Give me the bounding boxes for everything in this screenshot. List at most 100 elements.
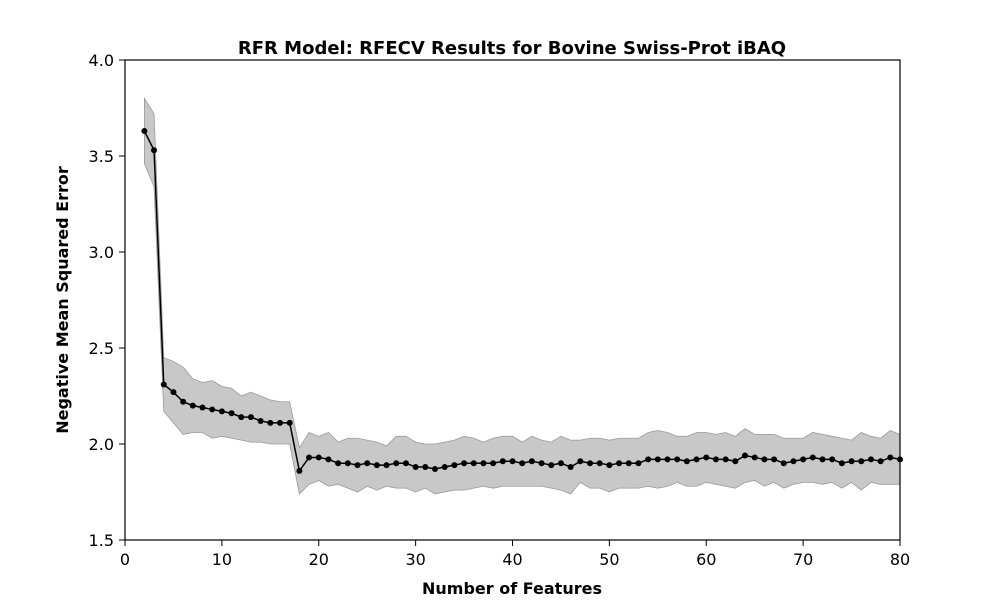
data-point bbox=[402, 460, 409, 467]
data-point bbox=[412, 464, 419, 471]
data-point bbox=[606, 462, 613, 469]
data-point bbox=[712, 456, 719, 463]
data-point bbox=[199, 404, 206, 411]
data-point bbox=[577, 458, 584, 465]
data-point bbox=[519, 460, 526, 467]
data-point bbox=[383, 462, 390, 469]
x-tick-label: 30 bbox=[405, 550, 425, 569]
data-point bbox=[218, 408, 225, 415]
data-point bbox=[732, 458, 739, 465]
data-point bbox=[257, 417, 264, 424]
data-point bbox=[451, 462, 458, 469]
series-line bbox=[143, 130, 901, 473]
data-point bbox=[286, 419, 293, 426]
axes: 0 10 20 30 40 50 60 70 80 1.5 2.0 2.5 3.0 3.5 4.0 bbox=[89, 51, 911, 569]
data-point bbox=[393, 460, 400, 467]
data-point bbox=[160, 381, 167, 388]
data-point bbox=[664, 456, 671, 463]
data-point bbox=[306, 454, 313, 461]
data-point bbox=[790, 458, 797, 465]
data-point bbox=[315, 454, 322, 461]
y-tick-label: 1.5 bbox=[89, 531, 114, 550]
data-point bbox=[364, 460, 371, 467]
data-point bbox=[267, 419, 274, 426]
data-point bbox=[587, 460, 593, 467]
data-point bbox=[887, 454, 894, 461]
data-point bbox=[441, 464, 448, 471]
data-point bbox=[829, 456, 836, 463]
data-point bbox=[703, 454, 710, 461]
data-point bbox=[635, 460, 642, 467]
data-point bbox=[548, 462, 555, 469]
data-point bbox=[867, 456, 874, 463]
error-band bbox=[143, 97, 901, 495]
data-point bbox=[151, 147, 158, 154]
data-point bbox=[780, 460, 787, 467]
data-point bbox=[432, 465, 438, 472]
data-point bbox=[470, 460, 477, 467]
plot-area bbox=[141, 97, 903, 495]
data-point bbox=[509, 458, 516, 465]
data-point bbox=[877, 458, 884, 465]
x-tick-label: 80 bbox=[890, 550, 910, 569]
data-point bbox=[625, 460, 632, 467]
data-point bbox=[567, 464, 574, 471]
x-tick-label: 50 bbox=[599, 550, 619, 569]
data-point bbox=[189, 402, 196, 409]
data-point bbox=[528, 458, 535, 465]
x-tick-label: 70 bbox=[793, 550, 813, 569]
data-point bbox=[771, 456, 778, 463]
data-point bbox=[809, 454, 816, 461]
data-point bbox=[228, 410, 235, 417]
data-point bbox=[538, 460, 545, 467]
data-point bbox=[180, 398, 187, 405]
y-tick-label: 3.0 bbox=[89, 243, 114, 262]
x-tick-label: 10 bbox=[212, 550, 232, 569]
data-point bbox=[335, 460, 342, 467]
data-point bbox=[683, 458, 690, 465]
y-tick-label: 2.0 bbox=[89, 435, 114, 454]
data-point bbox=[616, 460, 623, 467]
data-point bbox=[800, 456, 807, 463]
data-point bbox=[761, 456, 768, 463]
data-point bbox=[209, 406, 216, 413]
data-point bbox=[499, 458, 506, 465]
data-point bbox=[645, 456, 652, 463]
data-point bbox=[654, 456, 661, 463]
y-axis-label: Negative Mean Squared Error bbox=[53, 166, 72, 434]
data-point bbox=[247, 414, 254, 421]
chart-title: RFR Model: RFECV Results for Bovine Swis… bbox=[238, 38, 786, 59]
data-point bbox=[461, 460, 468, 467]
data-point bbox=[751, 454, 758, 461]
data-point bbox=[490, 460, 497, 467]
data-point bbox=[674, 456, 681, 463]
x-axis-label: Number of Features bbox=[422, 579, 602, 598]
data-point bbox=[422, 464, 429, 471]
x-tick-label: 40 bbox=[502, 550, 522, 569]
data-point bbox=[480, 460, 487, 467]
y-tick-label: 4.0 bbox=[89, 51, 114, 70]
data-point bbox=[354, 462, 361, 469]
data-point bbox=[838, 460, 845, 467]
y-tick-label: 2.5 bbox=[89, 339, 114, 358]
data-point bbox=[848, 458, 855, 465]
data-point bbox=[373, 462, 380, 469]
data-point bbox=[344, 460, 351, 467]
data-point bbox=[693, 456, 700, 463]
data-point bbox=[277, 419, 283, 426]
data-point bbox=[819, 456, 826, 463]
data-point bbox=[557, 460, 564, 467]
data-point bbox=[238, 414, 245, 421]
y-tick-label: 3.5 bbox=[89, 147, 114, 166]
x-tick-label: 60 bbox=[696, 550, 716, 569]
data-point bbox=[596, 460, 603, 467]
data-point bbox=[296, 467, 303, 474]
data-point bbox=[742, 452, 748, 459]
data-point bbox=[170, 389, 177, 396]
data-point bbox=[141, 128, 148, 135]
data-point bbox=[325, 456, 332, 463]
data-point bbox=[722, 456, 729, 463]
x-tick-label: 0 bbox=[120, 550, 130, 569]
